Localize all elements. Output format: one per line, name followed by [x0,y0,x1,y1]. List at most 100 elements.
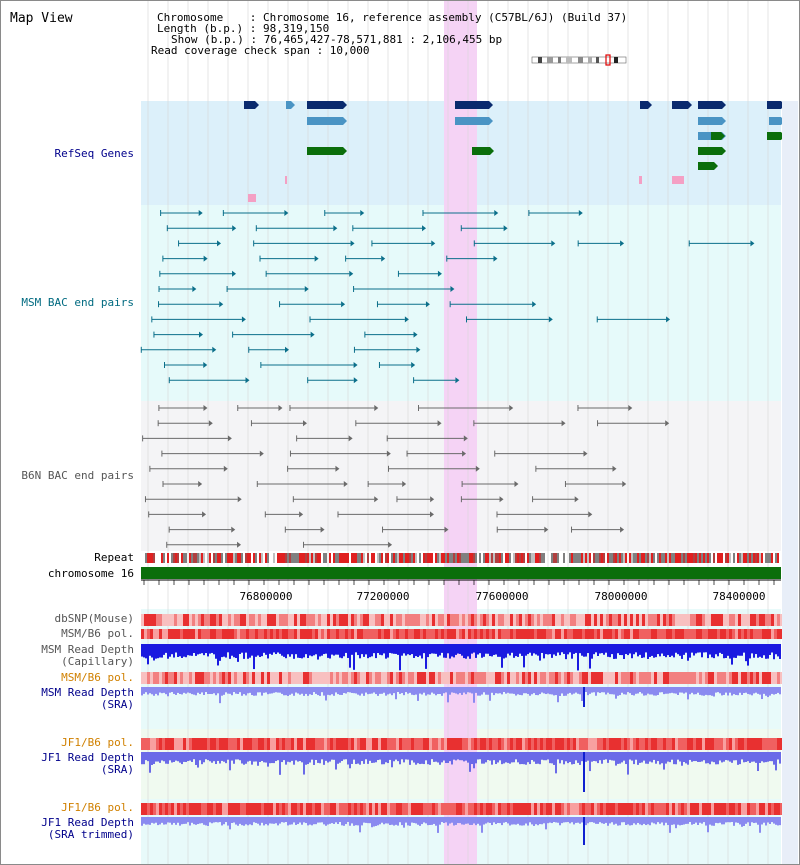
msm-sra-depth-bar [651,687,653,695]
msm-bac-pair-end [503,225,508,232]
jf1-b6-pol-band-2 [321,803,324,815]
msm-capillary-depth-bar [595,644,597,653]
repeat-element [367,553,369,563]
msm-sra-depth-bar [317,687,319,696]
repeat-element [505,553,507,563]
msm-b6-pol-band [381,629,384,639]
jf1-trimmed-depth-bar [203,817,205,825]
msm-sra-depth-bar [463,687,465,693]
repeat-element [603,553,605,563]
msm-capillary-depth-bar [395,644,397,654]
repeat-element [173,553,175,563]
msm-b6-pol-band [270,629,273,639]
repeat-element [409,553,411,563]
msm-b6-pol-band-2 [618,672,621,684]
jf1-b6-pol-band [378,738,381,750]
repeat-element [441,553,443,563]
jf1-b6-pol-band-2 [417,803,420,815]
jf1-trimmed-depth-bar [161,817,163,823]
msm-capillary-depth-bar [265,644,267,655]
msm-capillary-depth-bar [513,644,515,658]
jf1-sra-depth-bar [713,752,715,763]
msm-b6-pol-band-2 [591,672,594,684]
msm-capillary-depth-bar [717,644,719,657]
repeat-element [149,553,151,563]
jf1-b6-pol-band-2 [537,803,540,815]
jf1-trimmed-depth-bar [353,817,355,826]
jf1-sra-depth-bar [313,752,315,765]
msm-b6-pol-band [282,629,285,639]
b6n-bac-label[interactable]: B6N BAC end pairs [21,469,134,482]
jf1-sra-depth-bar [757,752,759,772]
repeat-element [483,553,485,563]
jf1-b6-pol-band-2 [522,803,525,815]
jf1-sra-depth-bar [419,752,421,765]
jf1-sra-depth-bar [755,752,757,763]
msm-sra-depth-bar [205,687,207,693]
msm-capillary-depth-bar [497,644,499,657]
jf1-b6-pol-band [612,738,615,750]
msm-b6-pol-band [711,629,714,639]
jf1-trimmed-depth-bar [145,817,147,825]
jf1-b6-pol-band-2 [471,803,474,815]
jf1-trimmed-depth-bar [403,817,405,828]
msm-capillary-depth-bar [745,644,747,662]
jf1-sra-depth-bar [439,752,441,765]
jf1-b6-pol-band [444,738,447,750]
repeat-element [599,553,601,563]
msm-capillary-depth-bar [291,644,293,655]
jf1-sra-depth-bar [331,752,333,760]
label-line: MSM Read Depth [41,643,134,656]
msm-read-depth-sra-label: MSM Read Depth (SRA) [41,687,134,711]
dbsnp-band [360,614,363,626]
chromosome-info: Chromosome : Chromosome 16, reference as… [157,11,628,24]
msm-capillary-depth-bar [597,644,599,656]
jf1-b6-pol-band [723,738,726,750]
jf1-b6-pol-band [420,738,423,750]
msm-sra-depth-bar [235,687,237,694]
dbsnp-band [318,614,321,626]
jf1-trimmed-depth-bar [327,817,329,825]
dbsnp-band [492,614,495,626]
msm-b6-pol-band-2 [225,672,228,684]
jf1-b6-pol-band-2 [630,803,633,815]
msm-capillary-depth-bar [707,644,709,659]
gene-strand-arrow [255,101,259,109]
jf1-trimmed-depth-bar [391,817,393,825]
repeat-element [249,553,251,563]
msm-b6-pol-band [579,629,582,639]
msm-b6-pol-band-2 [669,672,672,684]
refseq-genes-label[interactable]: RefSeq Genes [54,147,134,160]
repeat-element [729,553,731,563]
jf1-trimmed-depth-bar [295,817,297,825]
msm-sra-depth-bar [195,687,197,696]
dbsnp-band [699,614,702,626]
gene-strand-arrow [291,101,295,109]
msm-b6-pol-band [234,629,237,639]
msm-bac-label[interactable]: MSM BAC end pairs [21,296,134,309]
jf1-trimmed-depth-bar [287,817,289,826]
jf1-b6-pol-band [453,738,456,750]
refseq-gene [307,117,343,125]
msm-capillary-depth-bar [571,644,573,659]
repeat-element [453,553,455,563]
msm-capillary-depth-bar [553,644,555,655]
jf1-b6-pol-band-2 [168,803,171,815]
msm-b6-pol-band-2 [147,672,150,684]
jf1-b6-pol-band-2 [609,803,612,815]
msm-capillary-depth-bar [695,644,697,654]
msm-capillary-depth-bar [319,644,321,657]
jf1-trimmed-depth-bar [395,817,397,825]
msm-sra-depth-bar [193,687,195,695]
msm-bac-pair-end [750,240,755,247]
msm-b6-pol-band [714,629,717,639]
dbsnp-band [522,614,525,626]
repeat-element [633,553,635,563]
jf1-sra-depth-bar [709,752,711,765]
chromosome-ideogram[interactable] [530,54,630,66]
jf1-trimmed-depth-bar [207,817,209,826]
msm-sra-depth-bar [513,687,515,694]
msm-sra-depth-bar [357,687,359,695]
jf1-b6-pol-band-2 [621,803,624,815]
